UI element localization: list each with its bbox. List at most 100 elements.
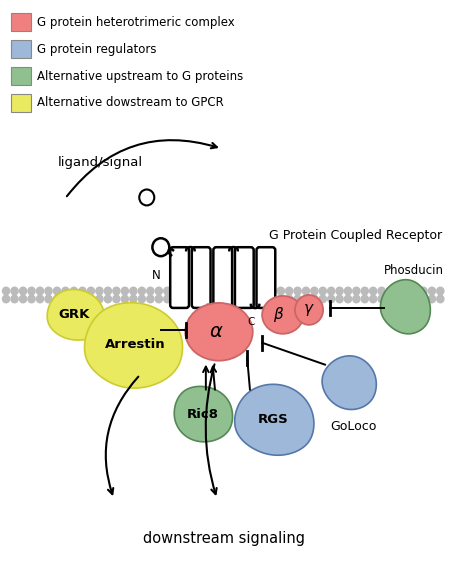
FancyBboxPatch shape <box>170 247 189 308</box>
Text: Ric8: Ric8 <box>187 408 219 421</box>
Circle shape <box>104 295 111 303</box>
Circle shape <box>130 288 137 294</box>
Circle shape <box>28 288 35 294</box>
Circle shape <box>353 288 360 294</box>
Circle shape <box>403 288 410 294</box>
Circle shape <box>147 295 154 303</box>
Circle shape <box>172 295 179 303</box>
Polygon shape <box>322 356 376 410</box>
Circle shape <box>260 288 267 294</box>
Text: N: N <box>152 269 161 282</box>
Circle shape <box>411 295 419 303</box>
Circle shape <box>378 288 385 294</box>
Text: $\alpha$: $\alpha$ <box>209 322 223 341</box>
Circle shape <box>153 238 169 256</box>
Circle shape <box>155 288 163 294</box>
Circle shape <box>336 288 343 294</box>
Circle shape <box>36 295 44 303</box>
Circle shape <box>164 295 171 303</box>
Circle shape <box>319 295 326 303</box>
Circle shape <box>420 295 427 303</box>
Circle shape <box>164 288 171 294</box>
Circle shape <box>138 295 146 303</box>
Circle shape <box>411 288 419 294</box>
Circle shape <box>437 288 444 294</box>
Circle shape <box>36 288 44 294</box>
Circle shape <box>172 288 179 294</box>
Text: Alternative dowstream to GPCR: Alternative dowstream to GPCR <box>37 97 224 109</box>
Circle shape <box>113 295 120 303</box>
Circle shape <box>302 295 310 303</box>
Circle shape <box>54 295 61 303</box>
Circle shape <box>62 288 69 294</box>
Circle shape <box>386 295 393 303</box>
Circle shape <box>386 288 393 294</box>
Circle shape <box>328 288 335 294</box>
Polygon shape <box>174 386 233 442</box>
Text: GRK: GRK <box>59 308 90 321</box>
Circle shape <box>336 295 343 303</box>
Circle shape <box>2 288 9 294</box>
Circle shape <box>361 295 368 303</box>
Text: Arrestin: Arrestin <box>105 338 166 352</box>
Circle shape <box>45 295 52 303</box>
Circle shape <box>79 295 86 303</box>
Ellipse shape <box>185 303 253 361</box>
Ellipse shape <box>295 295 323 325</box>
Text: $\beta$: $\beta$ <box>273 306 285 324</box>
Bar <box>11 40 31 58</box>
Circle shape <box>62 295 69 303</box>
Circle shape <box>277 288 284 294</box>
Circle shape <box>79 288 86 294</box>
Circle shape <box>311 288 318 294</box>
Circle shape <box>361 288 368 294</box>
Circle shape <box>147 288 154 294</box>
Circle shape <box>28 295 35 303</box>
Circle shape <box>311 295 318 303</box>
Polygon shape <box>84 303 182 388</box>
FancyBboxPatch shape <box>213 247 232 308</box>
Circle shape <box>45 288 52 294</box>
Circle shape <box>121 288 128 294</box>
Circle shape <box>71 295 78 303</box>
Circle shape <box>181 295 188 303</box>
Circle shape <box>19 288 27 294</box>
Circle shape <box>71 288 78 294</box>
Circle shape <box>96 288 103 294</box>
Circle shape <box>11 288 18 294</box>
Circle shape <box>269 295 276 303</box>
Text: G Protein Coupled Receptor: G Protein Coupled Receptor <box>269 229 442 242</box>
Text: RGS: RGS <box>258 413 289 426</box>
Circle shape <box>328 295 335 303</box>
Polygon shape <box>381 280 430 334</box>
FancyBboxPatch shape <box>235 247 254 308</box>
Bar <box>11 13 31 31</box>
Circle shape <box>19 295 27 303</box>
Circle shape <box>395 288 402 294</box>
FancyBboxPatch shape <box>192 247 210 308</box>
Polygon shape <box>47 289 105 340</box>
Text: Phosducin: Phosducin <box>384 264 444 276</box>
Circle shape <box>345 295 352 303</box>
Bar <box>11 94 31 112</box>
Bar <box>11 67 31 85</box>
Text: G protein regulators: G protein regulators <box>37 42 156 56</box>
Circle shape <box>121 295 128 303</box>
Text: ligand/signal: ligand/signal <box>57 156 142 169</box>
Circle shape <box>294 288 301 294</box>
Circle shape <box>104 288 111 294</box>
Circle shape <box>403 295 410 303</box>
Circle shape <box>87 288 94 294</box>
Text: G protein heterotrimeric complex: G protein heterotrimeric complex <box>37 16 235 29</box>
Circle shape <box>420 288 427 294</box>
Circle shape <box>130 295 137 303</box>
Circle shape <box>96 295 103 303</box>
Circle shape <box>437 295 444 303</box>
Circle shape <box>260 295 267 303</box>
Circle shape <box>345 288 352 294</box>
Circle shape <box>428 288 436 294</box>
Circle shape <box>353 295 360 303</box>
Text: downstream signaling: downstream signaling <box>143 531 305 546</box>
Circle shape <box>286 295 293 303</box>
Circle shape <box>294 295 301 303</box>
